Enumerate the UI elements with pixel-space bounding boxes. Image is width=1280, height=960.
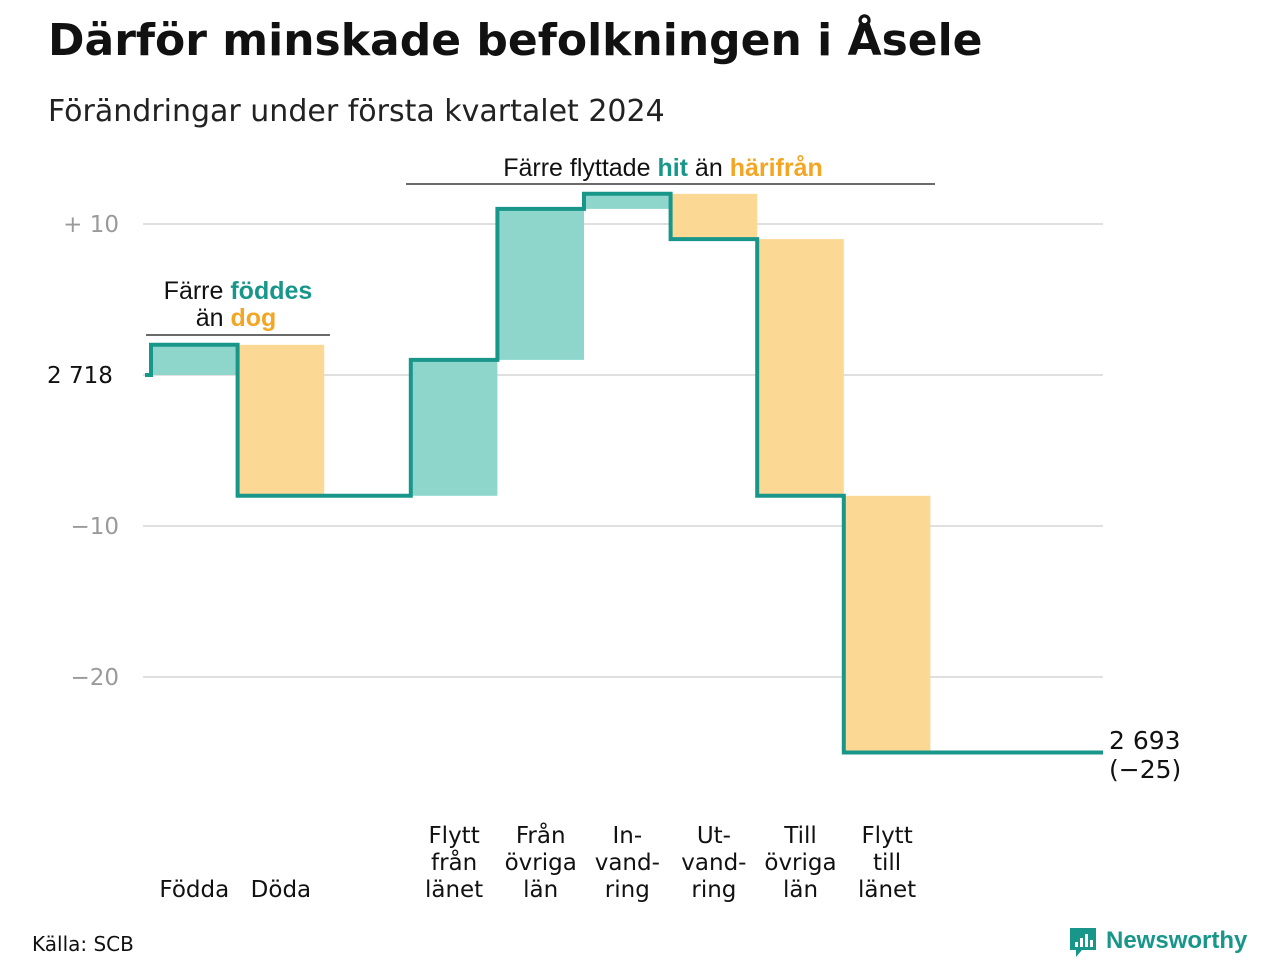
bars [151, 193, 931, 753]
newsworthy-logo: Newsworthy [1070, 927, 1248, 957]
category-label: ring [605, 877, 650, 903]
waterfall-bar [843, 495, 931, 753]
category-label: länet [858, 877, 916, 903]
newsworthy-icon [1070, 928, 1096, 957]
category-label: länet [425, 877, 483, 903]
category-label: län [783, 877, 818, 903]
category-label: Ut- [697, 823, 731, 849]
chart-title: Därför minskade befolkningen i Åsele [48, 13, 983, 66]
category-label: ring [691, 877, 736, 903]
end-change-label: (−25) [1109, 755, 1181, 784]
chart-subtitle: Förändringar under första kvartalet 2024 [48, 94, 665, 129]
waterfall-bar [151, 344, 238, 375]
end-value-label: 2 693 [1109, 726, 1181, 755]
waterfall-bar [584, 193, 671, 209]
y-tick-label: −10 [70, 514, 119, 540]
y-axis-ticks: + 10 2 718 −10 −20 [47, 212, 119, 691]
category-label: län [523, 877, 558, 903]
y-tick-label: 2 718 [47, 363, 113, 389]
births-annotation: Färre föddes än dog [146, 277, 330, 336]
category-labels: Födda DödaFlyttfrånlänetFrånövrigalänIn-v… [159, 821, 916, 903]
step-line [145, 191, 1103, 755]
category-label: till [873, 850, 901, 876]
category-label: Födda [159, 877, 229, 903]
category-label: In- [612, 823, 642, 849]
waterfall-bar [497, 208, 584, 360]
births-annotation-line2: än dog [196, 304, 277, 332]
category-label: Från [516, 821, 566, 849]
migration-annotation: Färre flyttade hit än härifrån [406, 154, 935, 185]
category-label: övriga [764, 850, 836, 876]
waterfall-bar [410, 359, 498, 496]
category-label: vand- [595, 850, 660, 876]
category-label: vand- [681, 850, 746, 876]
source-label: Källa: SCB [32, 932, 134, 956]
category-label: Flytt [428, 823, 479, 849]
step-line-path [145, 191, 1103, 755]
category-label: övriga [505, 850, 577, 876]
category-label: från [431, 848, 477, 876]
brand-name: Newsworthy [1106, 927, 1248, 954]
category-label: Döda [251, 877, 311, 903]
category-label: Till [783, 823, 817, 849]
waterfall-bar [757, 239, 844, 496]
migration-annotation-text: Färre flyttade hit än härifrån [503, 154, 823, 182]
waterfall-bar [670, 193, 758, 240]
category-label: Flytt [861, 823, 912, 849]
y-tick-label: −20 [70, 665, 119, 691]
y-tick-label: + 10 [63, 212, 119, 238]
births-annotation-line1: Färre föddes [164, 277, 313, 305]
waterfall-bar [237, 344, 325, 496]
